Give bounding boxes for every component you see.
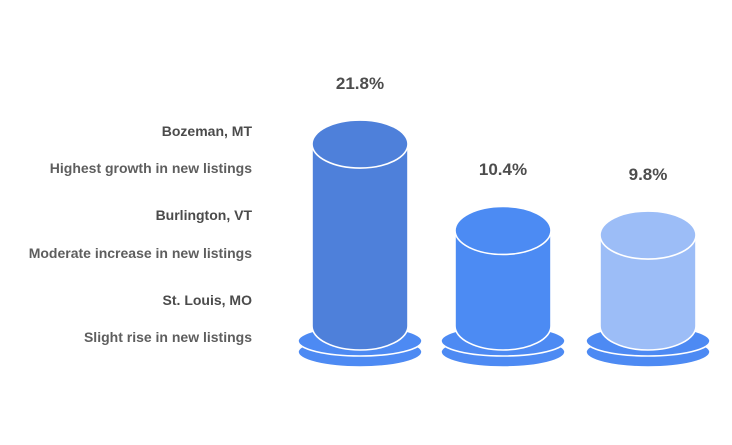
bar-cylinder-1: [440, 205, 566, 368]
category-label-bozeman: Bozeman, MT: [161, 123, 252, 139]
bar-cylinder-0: [297, 119, 423, 368]
category-description-bozeman: Highest growth in new listings: [49, 160, 252, 176]
bar-value-1: 10.4%: [478, 160, 528, 180]
bar-cylinder-2: [585, 210, 711, 368]
bar-value-0: 21.8%: [335, 74, 385, 94]
category-label-stlouis: St. Louis, MO: [162, 292, 252, 308]
bar-value-2: 9.8%: [628, 165, 668, 185]
category-label-burlington: Burlington, VT: [155, 207, 252, 223]
category-description-burlington: Moderate increase in new listings: [28, 245, 252, 261]
category-description-stlouis: Slight rise in new listings: [83, 329, 252, 345]
